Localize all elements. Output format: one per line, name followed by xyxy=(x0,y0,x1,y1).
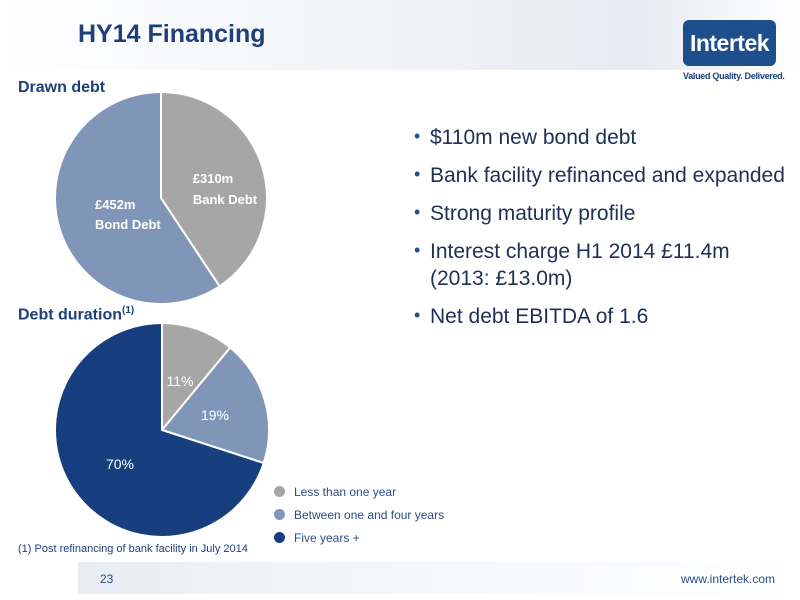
slice-label: 19% xyxy=(201,407,229,423)
bullet-list: $110m new bond debt Bank facility refina… xyxy=(414,123,794,341)
legend-item: Less than one year xyxy=(274,480,444,503)
slice-label: 70% xyxy=(106,456,134,472)
legend-swatch xyxy=(274,509,285,520)
bullet-item: Interest charge H1 2014 £11.4m (2013: £1… xyxy=(414,237,794,292)
drawn-debt-title: Drawn debt xyxy=(18,79,106,96)
website-link[interactable]: www.intertek.com xyxy=(681,572,776,586)
slice-label: 11% xyxy=(167,373,194,389)
slice-label: Bank Debt xyxy=(193,192,258,207)
bullet-item: Net debt EBITDA of 1.6 xyxy=(414,302,794,330)
page-number: 23 xyxy=(100,572,114,586)
footnote: (1) Post refinancing of bank facility in… xyxy=(18,543,248,555)
header-band xyxy=(0,0,800,70)
slice-label: £452m xyxy=(95,197,135,212)
legend-swatch xyxy=(274,532,285,543)
bullet-item: Bank facility refinanced and expanded xyxy=(414,161,794,189)
legend-item: Five years + xyxy=(274,526,444,549)
debt-duration-title: Debt duration(1) xyxy=(18,305,134,324)
debt-duration-title-text: Debt duration xyxy=(18,306,122,324)
legend-label: Five years + xyxy=(294,530,360,545)
intertek-logo: Intertek xyxy=(683,20,776,66)
slice-label: £310m xyxy=(193,171,233,186)
debt-duration-pie: 11% 19% 70% xyxy=(54,321,270,538)
slice-label: Bond Debt xyxy=(95,217,161,232)
bullet-item: Strong maturity profile xyxy=(414,199,794,227)
legend-item: Between one and four years xyxy=(274,503,444,526)
drawn-debt-pie: £310m Bank Debt £452m Bond Debt xyxy=(54,90,268,305)
duration-legend: Less than one year Between one and four … xyxy=(274,480,444,549)
footer-band xyxy=(78,562,800,594)
footnote-marker: (1) xyxy=(122,305,135,316)
pie-slice xyxy=(54,90,221,305)
logo-tagline: Valued Quality. Delivered. xyxy=(683,71,785,81)
legend-label: Between one and four years xyxy=(294,507,445,522)
pie-slice xyxy=(54,321,266,538)
pie-slice xyxy=(161,321,232,433)
bullet-item: $110m new bond debt xyxy=(414,123,794,151)
pie-slice xyxy=(160,346,270,465)
legend-swatch xyxy=(274,486,285,497)
legend-label: Less than one year xyxy=(294,484,397,499)
logo-text: Intertek xyxy=(689,29,770,56)
page-title: HY14 Financing xyxy=(78,20,266,48)
